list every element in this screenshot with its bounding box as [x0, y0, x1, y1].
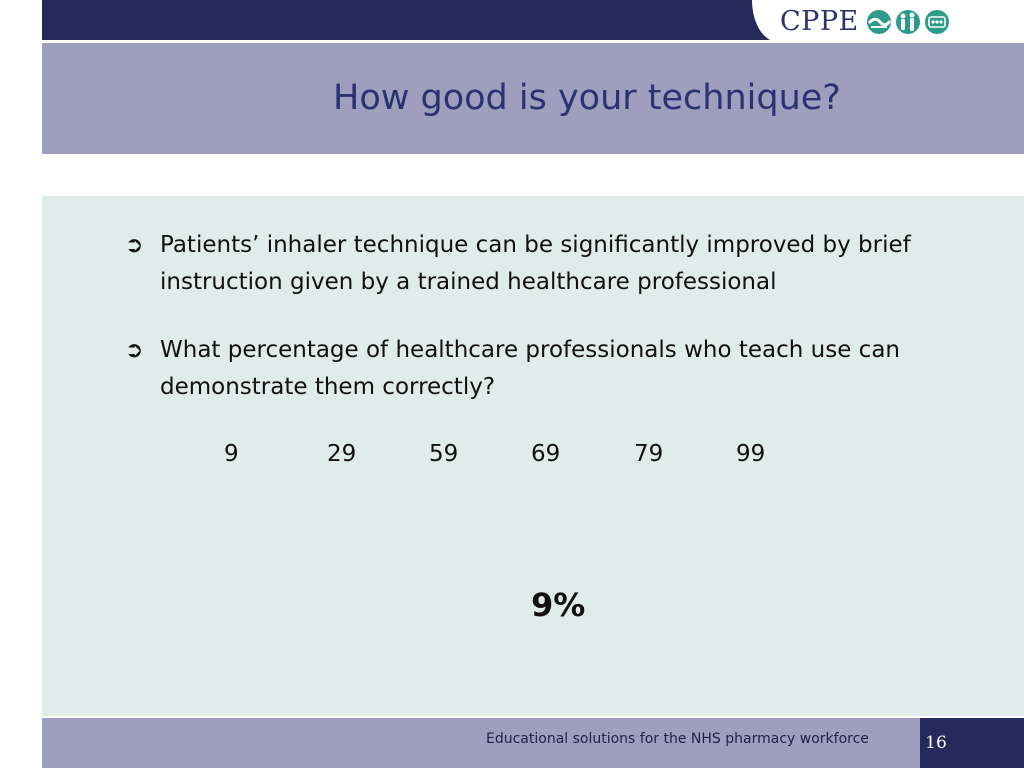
- answer-option: 29: [327, 441, 357, 467]
- answer-option: 69: [531, 441, 561, 467]
- answer-option: 9: [224, 441, 239, 467]
- footer-tagline: Educational solutions for the NHS pharma…: [486, 731, 869, 747]
- answer-option: 79: [634, 441, 664, 467]
- page-number-box: [920, 718, 1024, 768]
- handshake-logo-icon: [867, 10, 892, 34]
- answer-option: 99: [736, 441, 766, 467]
- answer-reveal: 9%: [531, 586, 586, 624]
- footer-band: [42, 718, 920, 768]
- bullet-item: ➲ What percentage of healthcare professi…: [125, 332, 935, 406]
- pills-logo-icon: [925, 10, 949, 34]
- bullet-text: What percentage of healthcare profession…: [160, 337, 900, 400]
- arrow-bullet-icon: ➲: [125, 233, 144, 258]
- cppe-logo-icons: [867, 10, 949, 34]
- page-number: 16: [925, 733, 947, 753]
- bullet-text: Patients’ inhaler technique can be signi…: [160, 232, 911, 295]
- content-panel: [42, 196, 1024, 716]
- cppe-logo-text: CPPE: [780, 6, 859, 37]
- arrow-bullet-icon: ➲: [125, 338, 144, 363]
- people-logo-icon: [896, 10, 920, 34]
- slide-title: How good is your technique?: [333, 78, 841, 118]
- title-band: [42, 43, 1024, 154]
- bullet-item: ➲ Patients’ inhaler technique can be sig…: [125, 227, 935, 301]
- answer-option: 59: [429, 441, 459, 467]
